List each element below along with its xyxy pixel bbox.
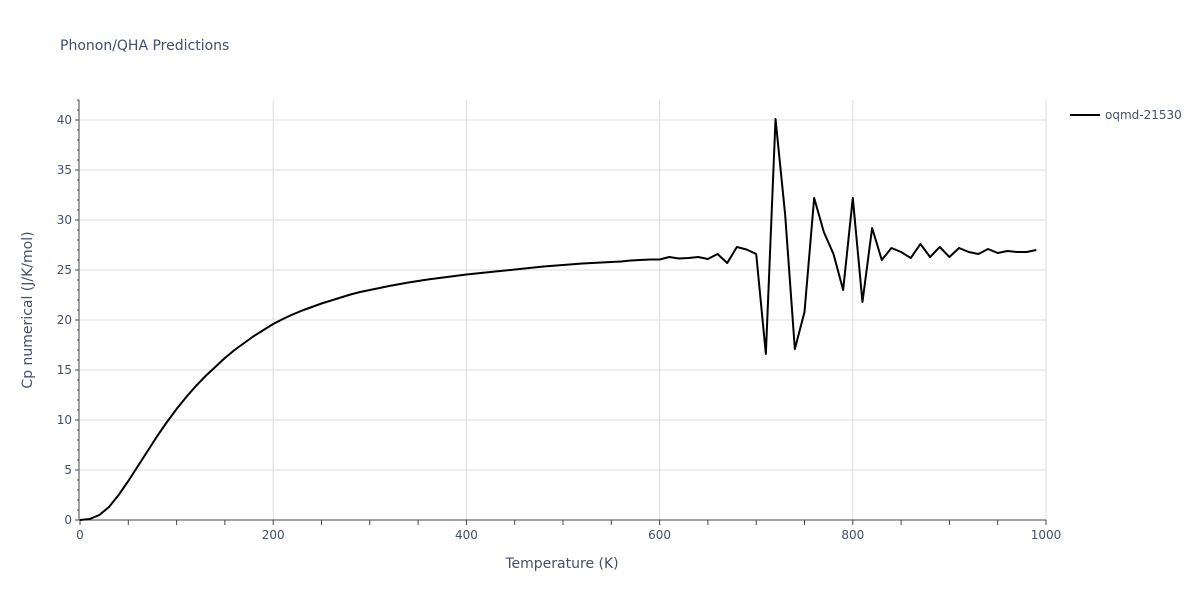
- series-group: [79, 118, 1037, 521]
- grid: [80, 100, 1047, 520]
- y-tick-label: 0: [64, 513, 72, 527]
- y-tick-label: 35: [57, 163, 72, 177]
- legend[interactable]: oqmd-21530: [1070, 108, 1182, 122]
- x-tick-label: 800: [841, 528, 864, 542]
- series-line-oqmd-21530[interactable]: [79, 118, 1037, 521]
- x-tick-label: 1000: [1031, 528, 1062, 542]
- y-tick-label: 5: [64, 463, 72, 477]
- axes: [75, 99, 1047, 525]
- x-tick-label: 400: [455, 528, 478, 542]
- chart-title: Phonon/QHA Predictions: [60, 38, 229, 54]
- x-tick-label: 600: [648, 528, 671, 542]
- y-tick-label: 25: [57, 263, 72, 277]
- legend-label: oqmd-21530: [1105, 108, 1182, 122]
- x-tick-labels: 0 200 400 600 800 1000: [76, 528, 1061, 542]
- y-tick-label: 15: [57, 363, 72, 377]
- x-tick-label: 200: [262, 528, 285, 542]
- y-tick-label: 30: [57, 213, 72, 227]
- y-tick-label: 10: [57, 413, 72, 427]
- y-tick-labels: 0 5 10 15 20 25 30 35 40: [57, 113, 72, 527]
- y-tick-label: 20: [57, 313, 72, 327]
- x-axis-title: Temperature (K): [504, 556, 618, 572]
- y-tick-label: 40: [57, 113, 72, 127]
- y-axis-title: Cp numerical (J/K/mol): [20, 231, 36, 388]
- x-tick-label: 0: [76, 528, 84, 542]
